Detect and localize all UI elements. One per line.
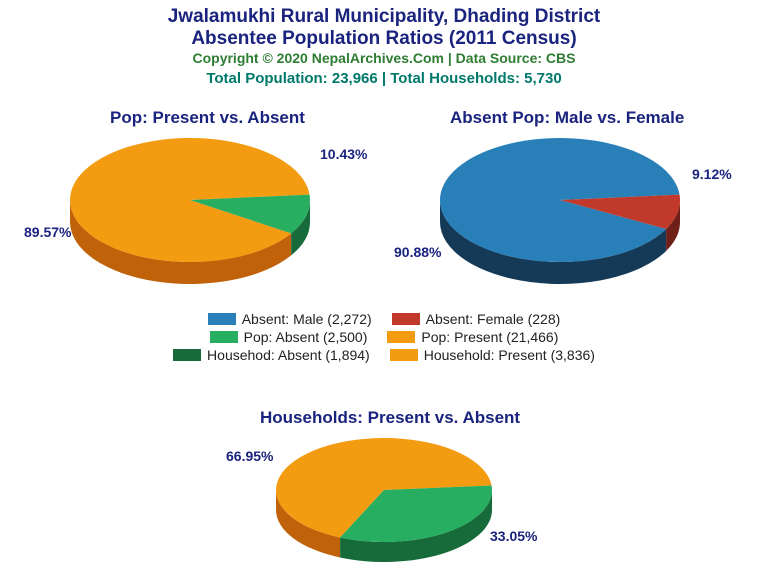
legend-swatch xyxy=(173,349,201,361)
legend-swatch xyxy=(390,349,418,361)
legend: Absent: Male (2,272) Absent: Female (228)… xyxy=(134,310,634,364)
chart-container: Jwalamukhi Rural Municipality, Dhading D… xyxy=(0,0,768,576)
legend-label: Pop: Absent (2,500) xyxy=(244,329,368,345)
legend-swatch xyxy=(210,331,238,343)
legend-item: Househod: Absent (1,894) xyxy=(173,347,370,363)
pie-hh xyxy=(0,0,768,576)
legend-item: Pop: Present (21,466) xyxy=(387,329,558,345)
legend-swatch xyxy=(392,313,420,325)
legend-item: Absent: Female (228) xyxy=(392,311,561,327)
legend-label: Pop: Present (21,466) xyxy=(421,329,558,345)
pop-pct-0: 89.57% xyxy=(24,224,71,240)
legend-item: Household: Present (3,836) xyxy=(390,347,595,363)
legend-label: Househod: Absent (1,894) xyxy=(207,347,370,363)
legend-swatch xyxy=(208,313,236,325)
gender-pct-1: 9.12% xyxy=(692,166,732,182)
hh-pct-0: 66.95% xyxy=(226,448,273,464)
legend-label: Absent: Male (2,272) xyxy=(242,311,372,327)
pop-pct-1: 10.43% xyxy=(320,146,367,162)
gender-pct-0: 90.88% xyxy=(394,244,441,260)
hh-pct-1: 33.05% xyxy=(490,528,537,544)
legend-item: Pop: Absent (2,500) xyxy=(210,329,368,345)
legend-label: Household: Present (3,836) xyxy=(424,347,595,363)
legend-label: Absent: Female (228) xyxy=(426,311,561,327)
legend-item: Absent: Male (2,272) xyxy=(208,311,372,327)
legend-swatch xyxy=(387,331,415,343)
